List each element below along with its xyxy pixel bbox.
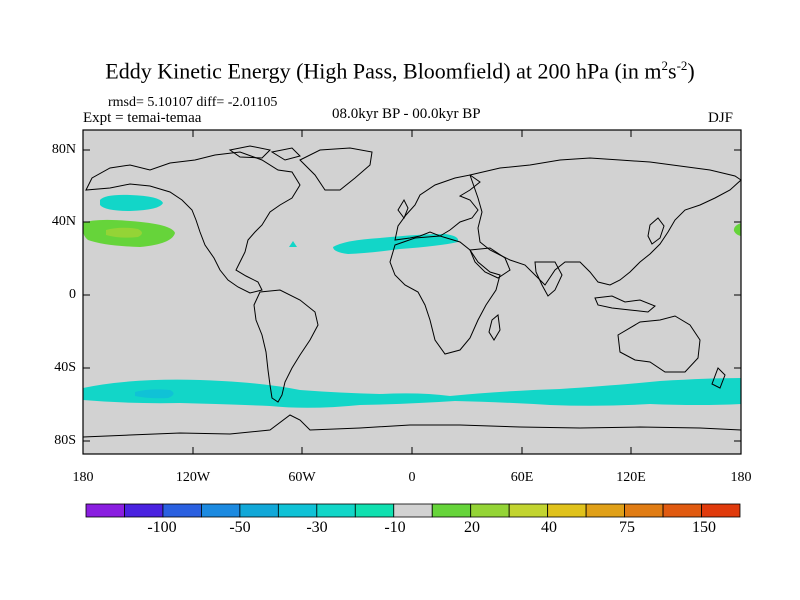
map-background: [83, 130, 741, 454]
region-small-atlantic: [289, 241, 297, 247]
lon-label: 180: [72, 470, 94, 485]
colorbar-label: -30: [306, 519, 328, 536]
colorbar-swatch: [701, 503, 741, 518]
colorbar-swatch: [508, 503, 549, 518]
lon-label: 0: [408, 470, 416, 485]
colorbar-swatch: [124, 503, 164, 518]
colorbar-swatch: [239, 503, 279, 518]
axis-ticks: [83, 130, 741, 454]
region-dateline-east: [733, 223, 741, 236]
colorbar-swatch: [547, 503, 587, 518]
lon-label: 60E: [510, 470, 534, 485]
coast-australia: [617, 315, 701, 373]
coast-antarctica: [82, 414, 742, 438]
colorbar-swatch: [162, 503, 202, 518]
coast-africa: [389, 235, 501, 355]
region-north-pacific-upper: [100, 194, 163, 211]
lon-label: 120E: [616, 470, 646, 485]
colorbar-swatch: [201, 503, 241, 518]
colorbar-label: -10: [384, 519, 406, 536]
colorbar-swatch: [431, 503, 472, 518]
coast-south-america: [253, 289, 319, 403]
region-north-africa: [333, 234, 459, 254]
colorbar-swatch: [470, 503, 510, 518]
coast-europe: [394, 174, 481, 241]
region-north-pacific-core: [106, 227, 142, 238]
lat-label: 80S: [54, 433, 76, 448]
coast-madagascar: [488, 314, 501, 341]
lon-label: 120W: [175, 470, 211, 485]
coast-uk: [397, 198, 409, 220]
colorbar-swatch: [85, 503, 125, 518]
chart-title: Eddy Kinetic Energy (High Pass, Bloomfie…: [105, 58, 695, 84]
lat-label: 40S: [54, 360, 76, 375]
field-regions: [83, 194, 741, 408]
lat-label: 0: [69, 287, 76, 302]
rmsd-stats: rmsd= 5.10107 diff= -2.01105: [108, 95, 278, 110]
coast-indonesia: [594, 295, 656, 313]
lat-label: 80N: [51, 142, 76, 157]
coastlines: [82, 145, 742, 438]
coast-japan: [647, 217, 665, 245]
colorbar-swatch: [316, 503, 356, 518]
colorbar-swatch: [393, 503, 433, 518]
coast-arabia: [469, 247, 511, 279]
region-southern-ocean: [83, 378, 741, 408]
colorbar-swatch: [585, 503, 625, 518]
colorbar: [85, 503, 741, 518]
experiment-label: Expt = temai-temaa: [83, 110, 202, 126]
coast-new-zealand: [711, 367, 726, 389]
period-label: 08.0kyr BP - 00.0kyr BP: [332, 106, 481, 122]
lon-label: 60W: [288, 470, 316, 485]
colorbar-label: 75: [619, 519, 635, 536]
region-southern-ocean-core: [135, 389, 174, 399]
coast-india: [534, 261, 563, 297]
colorbar-label: -50: [229, 519, 251, 536]
colorbar-label: 150: [692, 519, 716, 536]
coast-north-america: [85, 151, 301, 294]
coast-greenland: [299, 147, 373, 191]
colorbar-label: -100: [147, 519, 177, 536]
season-label: DJF: [708, 110, 734, 126]
lat-label: 40N: [51, 214, 76, 229]
colorbar-swatch: [624, 503, 664, 518]
colorbar-label: 40: [541, 519, 557, 536]
coast-arctic-islands: [228, 145, 301, 161]
colorbar-swatch: [354, 503, 395, 518]
colorbar-swatch: [662, 503, 702, 518]
lon-label: 180: [730, 470, 752, 485]
colorbar-label: 20: [464, 519, 480, 536]
colorbar-swatch: [277, 503, 318, 518]
